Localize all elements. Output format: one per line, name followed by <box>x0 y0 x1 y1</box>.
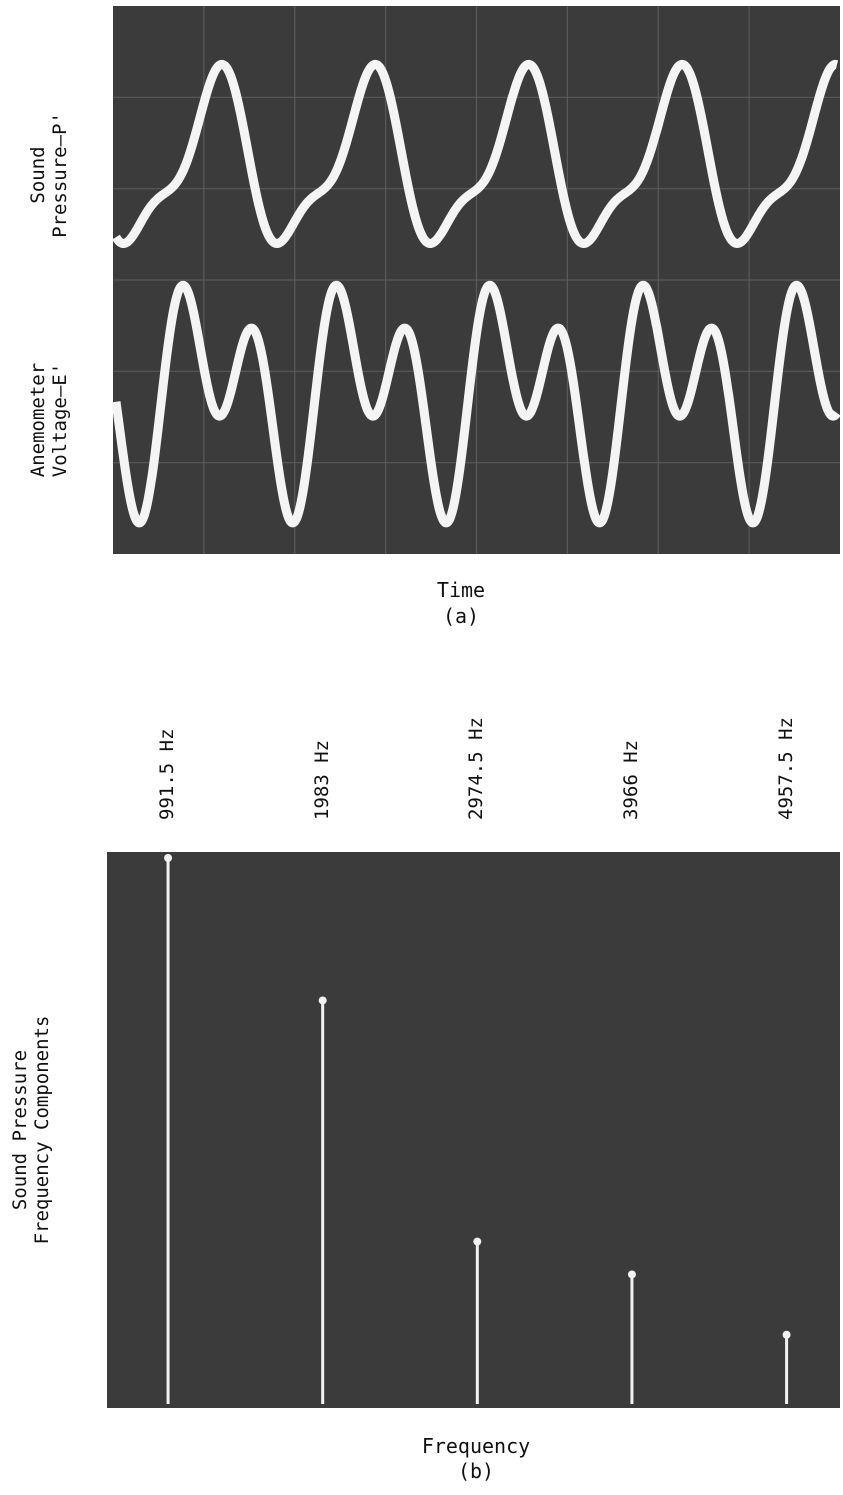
x-axis-label-frequency: Frequency <box>421 1434 531 1458</box>
frequency-label-5: 4957.5 Hz <box>774 717 797 820</box>
spectral-line-dot-3 <box>473 1237 482 1246</box>
waveform-plot <box>111 6 841 554</box>
spectrum-analyzer-panel <box>107 852 840 1408</box>
frequency-label-3: 2974.5 Hz <box>465 717 488 820</box>
panel-label-a: (a) <box>442 604 480 628</box>
frequency-label-4: 3966 Hz <box>619 739 642 820</box>
spectral-line-dot-5 <box>782 1330 791 1339</box>
frequency-label-2: 1983 Hz <box>310 739 333 820</box>
spectral-line-dot-1 <box>164 854 173 862</box>
frequency-label-1: 991.5 Hz <box>156 728 179 820</box>
sound-pressure-trace <box>112 59 841 248</box>
spectral-line-dot-2 <box>318 996 327 1005</box>
anemometer-voltage-trace <box>111 280 841 528</box>
x-axis-label-time: Time <box>436 578 486 602</box>
spectral-line-dot-4 <box>627 1270 636 1279</box>
y-axis-label-sound-pressure-components: Sound Pressure Frequency Components <box>9 1015 53 1245</box>
panel-label-b: (b) <box>457 1459 495 1483</box>
